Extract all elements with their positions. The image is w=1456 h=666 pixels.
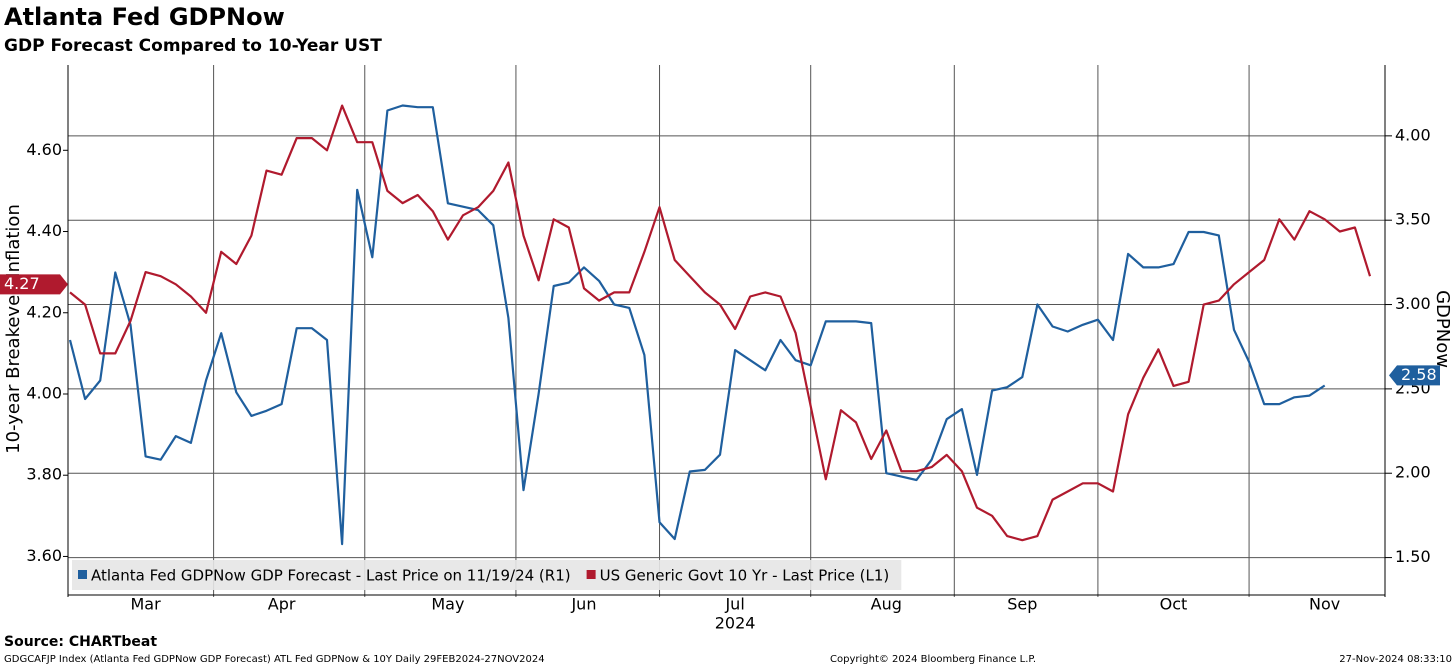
- y-tick-label: 3.60: [26, 546, 62, 565]
- last-value-tag: [1389, 365, 1440, 386]
- x-tick-label: Jul: [724, 595, 744, 614]
- chart-subtitle: GDP Forecast Compared to 10-Year UST: [4, 36, 382, 56]
- x-tick-label: Nov: [1309, 595, 1340, 614]
- series-line: [68, 104, 1326, 546]
- chart-title: Atlanta Fed GDPNow: [4, 3, 285, 31]
- legend-label: US Generic Govt 10 Yr - Last Price (L1): [600, 567, 890, 585]
- x-tick-label: Jun: [570, 595, 596, 614]
- y-axis-label: 10-year Breakeven Inflation: [3, 204, 24, 454]
- description: GDGCAFJP Index (Atlanta Fed GDPNow GDP F…: [4, 654, 545, 665]
- source: Source: CHARTbeat: [4, 634, 157, 650]
- y2-tick-label: 3.50: [1395, 210, 1431, 229]
- x-tick-label: Aug: [871, 595, 902, 614]
- x-tick-label: May: [431, 595, 464, 614]
- legend-swatch: [78, 570, 87, 579]
- x-tick-label: Sep: [1007, 595, 1037, 614]
- legend-box: [72, 560, 902, 590]
- x-tick-label: Mar: [130, 595, 161, 614]
- y-tick-label: 3.80: [26, 465, 62, 484]
- x-tick-label: Apr: [268, 595, 296, 614]
- last-value-label: 2.58: [1401, 365, 1437, 384]
- y-tick-label: 4.60: [26, 140, 62, 159]
- y-tick-label: 4.00: [26, 383, 62, 402]
- y2-tick-label: 1.50: [1395, 547, 1431, 566]
- legend-label: Atlanta Fed GDPNow GDP Forecast - Last P…: [91, 567, 571, 585]
- y-tick-label: 4.40: [26, 221, 62, 240]
- y2-tick-label: 3.00: [1395, 294, 1431, 313]
- last-value-label: 4.27: [4, 274, 40, 293]
- y2-axis-label: GDPNow: [1432, 290, 1453, 368]
- legend-swatch: [586, 570, 596, 579]
- series-line: [69, 104, 1372, 542]
- copyright: Copyright© 2024 Bloomberg Finance L.P.: [830, 654, 1036, 665]
- last-value-tag: [0, 274, 68, 295]
- x-tick-label: Oct: [1160, 595, 1188, 614]
- y-tick-label: 4.20: [26, 302, 62, 321]
- y2-tick-label: 4.00: [1395, 125, 1431, 144]
- x-axis-label: 2024: [715, 614, 756, 633]
- timestamp: 27-Nov-2024 08:33:10: [1339, 654, 1452, 665]
- y2-tick-label: 2.00: [1395, 463, 1431, 482]
